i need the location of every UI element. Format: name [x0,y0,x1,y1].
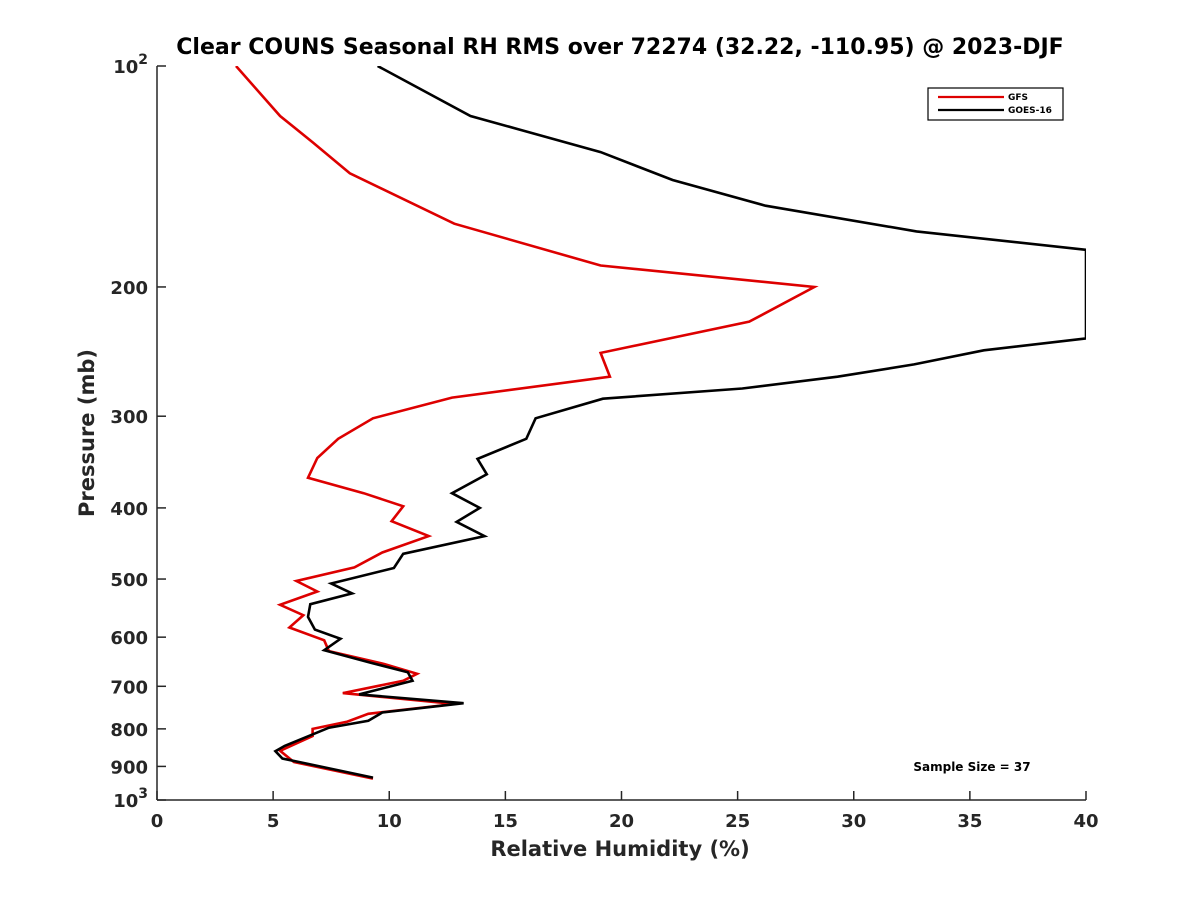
y-tick-label: 500 [110,570,148,591]
y-axis-label: Pressure (mb) [75,349,99,517]
x-tick-label: 35 [957,811,982,832]
series-layer [235,66,1086,780]
x-tick-label: 5 [267,811,280,832]
x-tick-label: 15 [493,811,518,832]
x-ticks: 0 5 10 15 20 25 30 35 40 [151,791,1099,832]
y-tick-label: 800 [110,720,148,741]
y-tick-label: 103 [113,786,148,812]
series-line-goes-16 [273,66,1086,779]
y-tick-label: 700 [110,677,148,698]
y-tick-label: 900 [110,757,148,778]
legend-label-goes-16: GOES-16 [1008,106,1052,116]
x-tick-label: 20 [609,811,634,832]
legend-box [927,87,1064,121]
y-ticks: 102 200 300 400 500 600 700 800 900 103 [110,52,166,812]
chart-title: Clear COUNS Seasonal RH RMS over 72274 (… [176,35,1063,60]
y-tick-label: 200 [110,278,148,299]
legend-label-gfs: GFS [1008,93,1028,103]
y-tick-label: 102 [113,52,148,78]
x-tick-label: 10 [377,811,402,832]
series-line-gfs [235,66,819,780]
x-tick-label: 0 [151,811,164,832]
y-tick-label: 400 [110,499,148,520]
legend: GFS GOES-16 [927,87,1064,121]
x-tick-label: 25 [725,811,750,832]
plot-area: 0 5 10 15 20 25 30 35 40 102 200 300 400 500 600 700 80… [110,52,1098,832]
x-tick-label: 40 [1073,811,1098,832]
x-tick-label: 30 [841,811,866,832]
x-axis-label: Relative Humidity (%) [490,837,749,861]
sample-size-annotation: Sample Size = 37 [913,760,1030,774]
y-tick-label: 600 [110,628,148,649]
y-tick-label: 300 [110,407,148,428]
